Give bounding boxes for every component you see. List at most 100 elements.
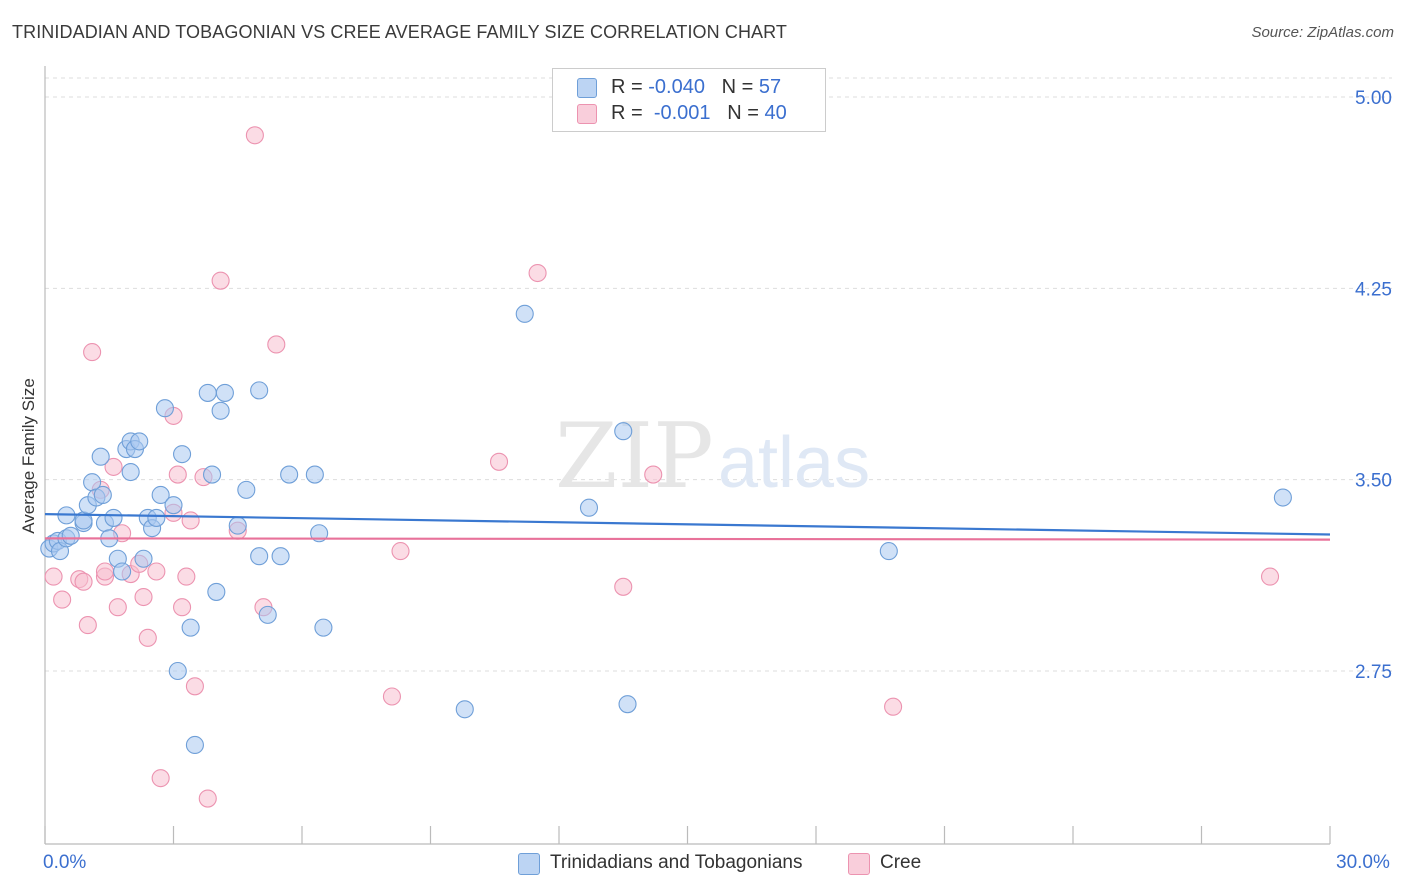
- trinidadian-point: [207, 582, 226, 601]
- cree-point: [382, 687, 402, 706]
- cree-point: [211, 271, 230, 290]
- trinidadian-point: [91, 447, 110, 466]
- cree-point: [391, 542, 410, 561]
- legend-r-label: R =: [611, 102, 649, 124]
- trinidadian-point: [181, 618, 200, 637]
- cree-point: [177, 567, 196, 586]
- legend-n-value: 57: [758, 76, 782, 98]
- cree-point: [151, 769, 170, 788]
- trinidadian-point: [237, 480, 256, 499]
- cree-point: [95, 562, 115, 581]
- trinidadian-point: [168, 661, 187, 681]
- trinidadian-point: [579, 498, 599, 517]
- y-tick-label: 5.00: [1355, 88, 1392, 109]
- trinidadian-point: [134, 549, 153, 568]
- cree-point: [267, 335, 286, 354]
- cree-point: [489, 452, 509, 471]
- trinidadian-point: [614, 422, 633, 441]
- bottom-legend-label: Cree: [880, 852, 922, 873]
- trinidadian-point: [185, 735, 204, 755]
- trinidadian-point: [198, 383, 217, 402]
- trinidadian-point: [310, 524, 329, 543]
- cree-point: [245, 126, 264, 145]
- cree-point: [78, 616, 97, 635]
- watermark: ZIP atlas: [555, 404, 870, 509]
- cree-point: [104, 457, 123, 476]
- trinidadian-point: [173, 445, 192, 464]
- legend-n-value: 40: [764, 102, 787, 124]
- cree-point: [198, 789, 217, 808]
- cree-point: [173, 598, 192, 617]
- cree-point: [134, 587, 153, 607]
- trinidadian-point: [280, 465, 299, 484]
- axes: [44, 66, 1331, 845]
- cree-point: [181, 511, 200, 530]
- cree-point: [644, 465, 663, 484]
- cree-trend-line: [44, 537, 1331, 541]
- trinidadian-point: [151, 485, 170, 505]
- y-tick-labels: 5.00 4.25 3.50 2.75: [1355, 88, 1392, 683]
- legend-n-label: N =: [721, 76, 759, 98]
- trinidadian-point: [228, 516, 247, 535]
- cree-point: [138, 628, 157, 647]
- bottom-legend-swatch-blue: [518, 853, 540, 875]
- chart-title: TRINIDADIAN AND TOBAGONIAN VS CREE AVERA…: [12, 22, 788, 42]
- legend-swatch-blue: [577, 78, 597, 98]
- cree-point: [1260, 567, 1280, 586]
- bottom-legend-swatch-pink: [848, 853, 870, 875]
- trinidadian-point: [1273, 488, 1292, 507]
- trinidadian-point: [164, 496, 183, 515]
- trinidadian-point: [314, 618, 333, 637]
- trinidadian-point: [455, 700, 474, 719]
- trinidadian-point: [93, 485, 112, 505]
- trinidadian-point: [155, 399, 174, 418]
- x-tick-label-max: 30.0%: [1336, 852, 1390, 873]
- trinidadian-point: [271, 547, 290, 566]
- trinidadian-point: [121, 462, 140, 482]
- bottom-legend-label: Trinidadians and Tobagonians: [550, 852, 803, 873]
- gridlines: [45, 77, 1392, 672]
- cree-point: [147, 562, 166, 581]
- watermark-zip: ZIP: [555, 404, 714, 509]
- legend-r-value: -0.040: [648, 76, 705, 98]
- x-tick-label-min: 0.0%: [43, 852, 87, 873]
- cree-point: [74, 572, 93, 591]
- trinidadian-point: [203, 465, 222, 484]
- trend-lines: [44, 513, 1331, 541]
- trinidadian-point: [618, 695, 637, 714]
- cree-point: [53, 590, 72, 609]
- legend-swatch-pink: [577, 104, 597, 124]
- trinidadian-point: [113, 562, 132, 581]
- cree-point: [614, 577, 633, 596]
- cree-point: [83, 343, 102, 362]
- trinidadian-point: [250, 547, 269, 566]
- cree-points: [44, 126, 1280, 808]
- trinidadian-point: [147, 508, 166, 527]
- cree-point: [884, 697, 903, 716]
- correlation-legend: R = -0.040 N = 57 R = -0.001 N = 40: [552, 68, 826, 132]
- cree-point: [108, 598, 127, 617]
- source-credit: Source: ZipAtlas.com: [1251, 24, 1394, 41]
- trinidadian-point: [130, 432, 149, 451]
- y-tick-label: 3.50: [1355, 471, 1392, 492]
- legend-n-label: N =: [727, 102, 765, 124]
- cree-point: [168, 465, 187, 484]
- trinidadian-point: [104, 508, 123, 527]
- trinidadian-point: [879, 542, 898, 561]
- watermark-atlas: atlas: [718, 423, 870, 503]
- y-tick-label: 2.75: [1355, 662, 1392, 683]
- trinidadian-point: [250, 381, 269, 400]
- cree-point: [528, 263, 547, 283]
- trinidadian-point: [61, 526, 80, 545]
- legend-r-label: R =: [611, 76, 649, 98]
- legend-r-value: -0.001: [653, 102, 711, 124]
- trinidadian-point: [515, 304, 534, 323]
- cree-point: [44, 567, 63, 586]
- trinidadian-point: [258, 605, 277, 624]
- trinidadian-points: [40, 304, 1292, 755]
- trinidadian-point: [215, 383, 234, 402]
- y-axis-label: Average Family Size: [19, 378, 38, 534]
- trinidadian-trend-line: [44, 513, 1331, 536]
- trinidadian-point: [305, 465, 324, 484]
